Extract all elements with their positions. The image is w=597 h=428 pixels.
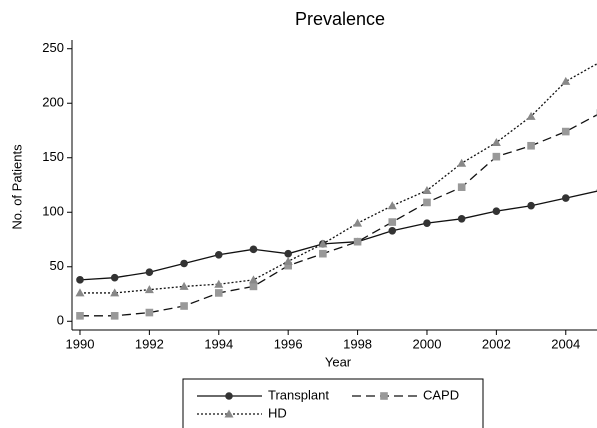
marker <box>422 185 432 194</box>
marker <box>526 111 536 120</box>
marker <box>457 183 466 191</box>
marker <box>179 281 189 290</box>
marker <box>144 285 154 294</box>
y-tick-label: 100 <box>42 204 64 219</box>
marker <box>388 226 397 235</box>
legend-marker <box>224 409 234 418</box>
marker <box>319 249 327 258</box>
marker <box>249 245 258 254</box>
marker <box>110 312 119 320</box>
marker <box>249 282 258 291</box>
marker <box>492 207 501 215</box>
marker <box>561 194 570 202</box>
legend-marker <box>225 392 233 400</box>
y-tick-label: 250 <box>42 40 64 55</box>
x-tick-label: 2004 <box>551 336 580 351</box>
marker <box>110 288 120 297</box>
x-tick-label: 1998 <box>343 336 372 351</box>
marker <box>110 273 119 282</box>
marker <box>457 214 466 223</box>
x-tick-label: 2002 <box>482 336 511 351</box>
chart-title: Prevalence <box>295 9 385 29</box>
x-tick-label: 1994 <box>204 336 233 351</box>
series-line <box>79 114 597 317</box>
legend-label: Transplant <box>268 387 329 402</box>
legend-marker <box>380 392 388 400</box>
marker <box>387 201 397 210</box>
legend-label: CAPD <box>423 387 459 402</box>
legend-label: HD <box>268 405 287 420</box>
marker <box>491 137 501 146</box>
marker <box>353 218 363 227</box>
marker <box>75 288 85 297</box>
marker <box>284 261 292 270</box>
marker <box>76 276 84 284</box>
marker <box>423 219 431 227</box>
marker <box>180 302 188 310</box>
marker <box>388 218 397 226</box>
marker <box>353 237 362 246</box>
marker <box>180 259 188 268</box>
marker <box>214 279 224 288</box>
marker <box>283 256 293 265</box>
marker <box>214 289 223 297</box>
marker <box>527 201 535 210</box>
x-tick-label: 1990 <box>66 336 95 351</box>
marker <box>423 198 431 207</box>
marker <box>561 127 570 136</box>
marker <box>76 312 84 320</box>
series-line <box>79 190 597 281</box>
marker <box>248 275 258 284</box>
x-tick-label: 2000 <box>413 336 442 351</box>
y-tick-label: 50 <box>50 258 64 273</box>
y-tick-label: 200 <box>42 95 64 110</box>
x-tick-label: 1992 <box>135 336 164 351</box>
x-tick-label: 1996 <box>274 336 303 351</box>
marker <box>492 152 501 161</box>
marker <box>318 239 328 248</box>
y-tick-label: 150 <box>42 149 64 164</box>
marker <box>457 158 467 167</box>
marker <box>214 250 223 259</box>
y-axis-label: No. of Patients <box>9 144 24 230</box>
marker <box>561 76 571 85</box>
marker <box>145 268 154 277</box>
legend-box <box>182 378 484 428</box>
marker <box>284 249 292 258</box>
marker <box>145 308 154 317</box>
x-axis-label: Year <box>325 354 352 369</box>
y-tick-label: 0 <box>57 313 64 328</box>
marker <box>527 141 535 150</box>
series-line <box>79 63 597 294</box>
